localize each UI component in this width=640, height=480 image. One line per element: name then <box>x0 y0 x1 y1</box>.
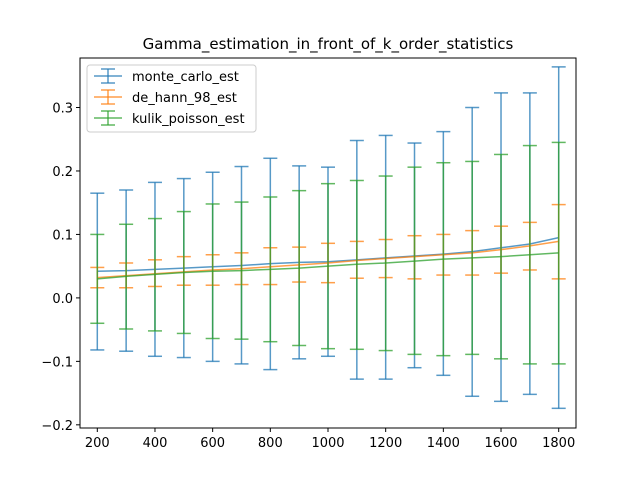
y-tick-label: −0.2 <box>41 419 73 434</box>
y-tick-label: 0.0 <box>52 292 73 307</box>
legend-label-de_hann_98_est: de_hann_98_est <box>132 91 237 106</box>
x-tick-label: 800 <box>258 436 283 451</box>
x-tick-label: 400 <box>143 436 168 451</box>
x-tick-label: 1800 <box>542 436 575 451</box>
x-tick-label: 1000 <box>311 436 344 451</box>
legend-label-monte_carlo_est: monte_carlo_est <box>132 70 239 85</box>
x-tick-label: 1200 <box>369 436 402 451</box>
chart-title: Gamma_estimation_in_front_of_k_order_sta… <box>143 35 514 54</box>
series-kulik_poisson_est <box>90 141 566 365</box>
x-tick-label: 200 <box>85 436 110 451</box>
y-tick-label: 0.1 <box>52 228 73 243</box>
y-tick-label: 0.2 <box>52 165 73 180</box>
legend-label-kulik_poisson_est: kulik_poisson_est <box>132 112 245 127</box>
x-tick-label: 600 <box>200 436 225 451</box>
y-tick-label: 0.3 <box>52 102 73 117</box>
x-tick-label: 1400 <box>427 436 460 451</box>
legend-box <box>86 64 257 133</box>
plot-area <box>90 66 566 410</box>
x-tick-label: 1600 <box>484 436 517 451</box>
y-tick-label: −0.1 <box>41 355 73 370</box>
legend: monte_carlo_est de_hann_98_est kulik_poiss… <box>86 64 257 133</box>
series-line-kulik_poisson_est <box>97 252 559 280</box>
y-axis: −0.2 −0.1 0.0 0.1 0.2 0.3 <box>41 102 80 434</box>
x-axis: 200 400 600 800 1000 1200 1400 1600 1800 <box>85 428 575 451</box>
